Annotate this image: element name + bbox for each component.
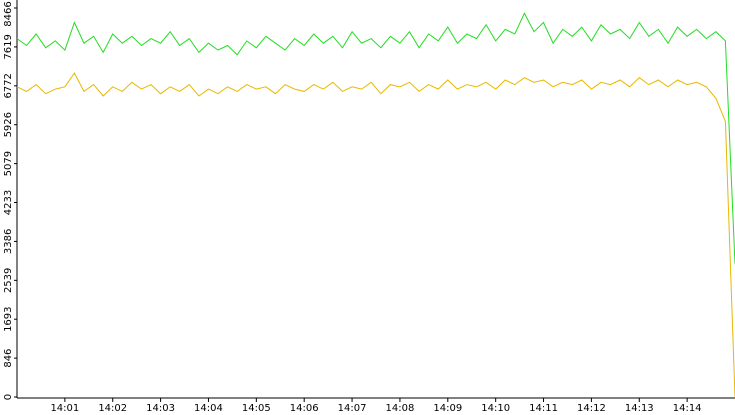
x-tick-label: 14:13 <box>625 403 654 414</box>
x-tick-label: 14:04 <box>194 403 223 414</box>
y-tick-label: 5079 <box>3 151 14 176</box>
y-tick-label: 8466 <box>3 1 14 26</box>
x-tick-label: 14:10 <box>481 403 510 414</box>
y-tick-label: 1693 <box>3 306 14 331</box>
x-tick-label: 14:11 <box>529 403 558 414</box>
x-tick-label: 14:07 <box>338 403 367 414</box>
y-tick-label: 3386 <box>3 229 14 254</box>
x-tick-label: 14:08 <box>386 403 415 414</box>
series-line <box>16 72 735 398</box>
x-tick-label: 14:01 <box>50 403 79 414</box>
x-tick-label: 14:12 <box>577 403 606 414</box>
x-tick-label: 14:05 <box>242 403 271 414</box>
y-tick-label: 0 <box>3 394 14 400</box>
y-tick-label: 4233 <box>3 190 14 215</box>
x-tick-label: 14:02 <box>98 403 127 414</box>
y-tick-label: 846 <box>3 349 14 368</box>
y-tick-label: 2539 <box>3 268 14 293</box>
series-line <box>16 12 735 264</box>
y-tick-label: 5926 <box>3 112 14 137</box>
x-tick-label: 14:03 <box>146 403 175 414</box>
y-tick-label: 6772 <box>3 73 14 98</box>
y-tick-label: 7619 <box>3 34 14 59</box>
x-tick-label: 14:06 <box>290 403 319 414</box>
x-tick-label: 14:14 <box>673 403 702 414</box>
x-tick-label: 14:09 <box>433 403 462 414</box>
